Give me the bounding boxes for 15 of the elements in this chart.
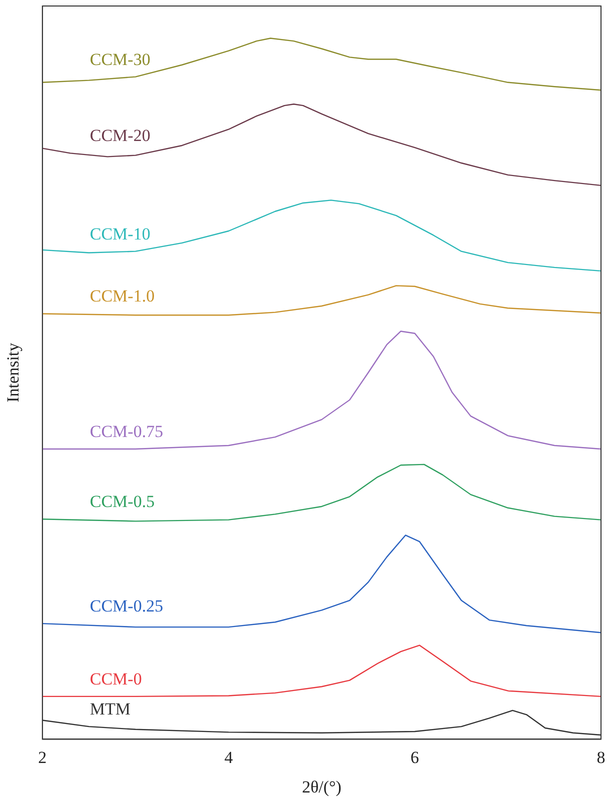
series-label: CCM-1.0 <box>90 286 155 306</box>
series-label: CCM-10 <box>90 224 150 244</box>
series-label: CCM-0.75 <box>90 422 164 442</box>
x-tick-label: 6 <box>410 748 420 767</box>
x-tick-label: 8 <box>596 748 606 767</box>
x-axis-title: 2θ/(°) <box>302 777 342 796</box>
x-tick-label: 4 <box>224 748 234 767</box>
series-label: CCM-0.25 <box>90 596 164 616</box>
series-label: CCM-30 <box>90 50 150 69</box>
series-label: MTM <box>90 700 131 719</box>
x-tick-label: 2 <box>38 748 47 767</box>
y-axis-title: Intensity <box>4 342 23 402</box>
series-label: CCM-0.5 <box>90 492 155 512</box>
series-label: CCM-20 <box>90 126 150 146</box>
series-label: CCM-0 <box>90 669 142 688</box>
